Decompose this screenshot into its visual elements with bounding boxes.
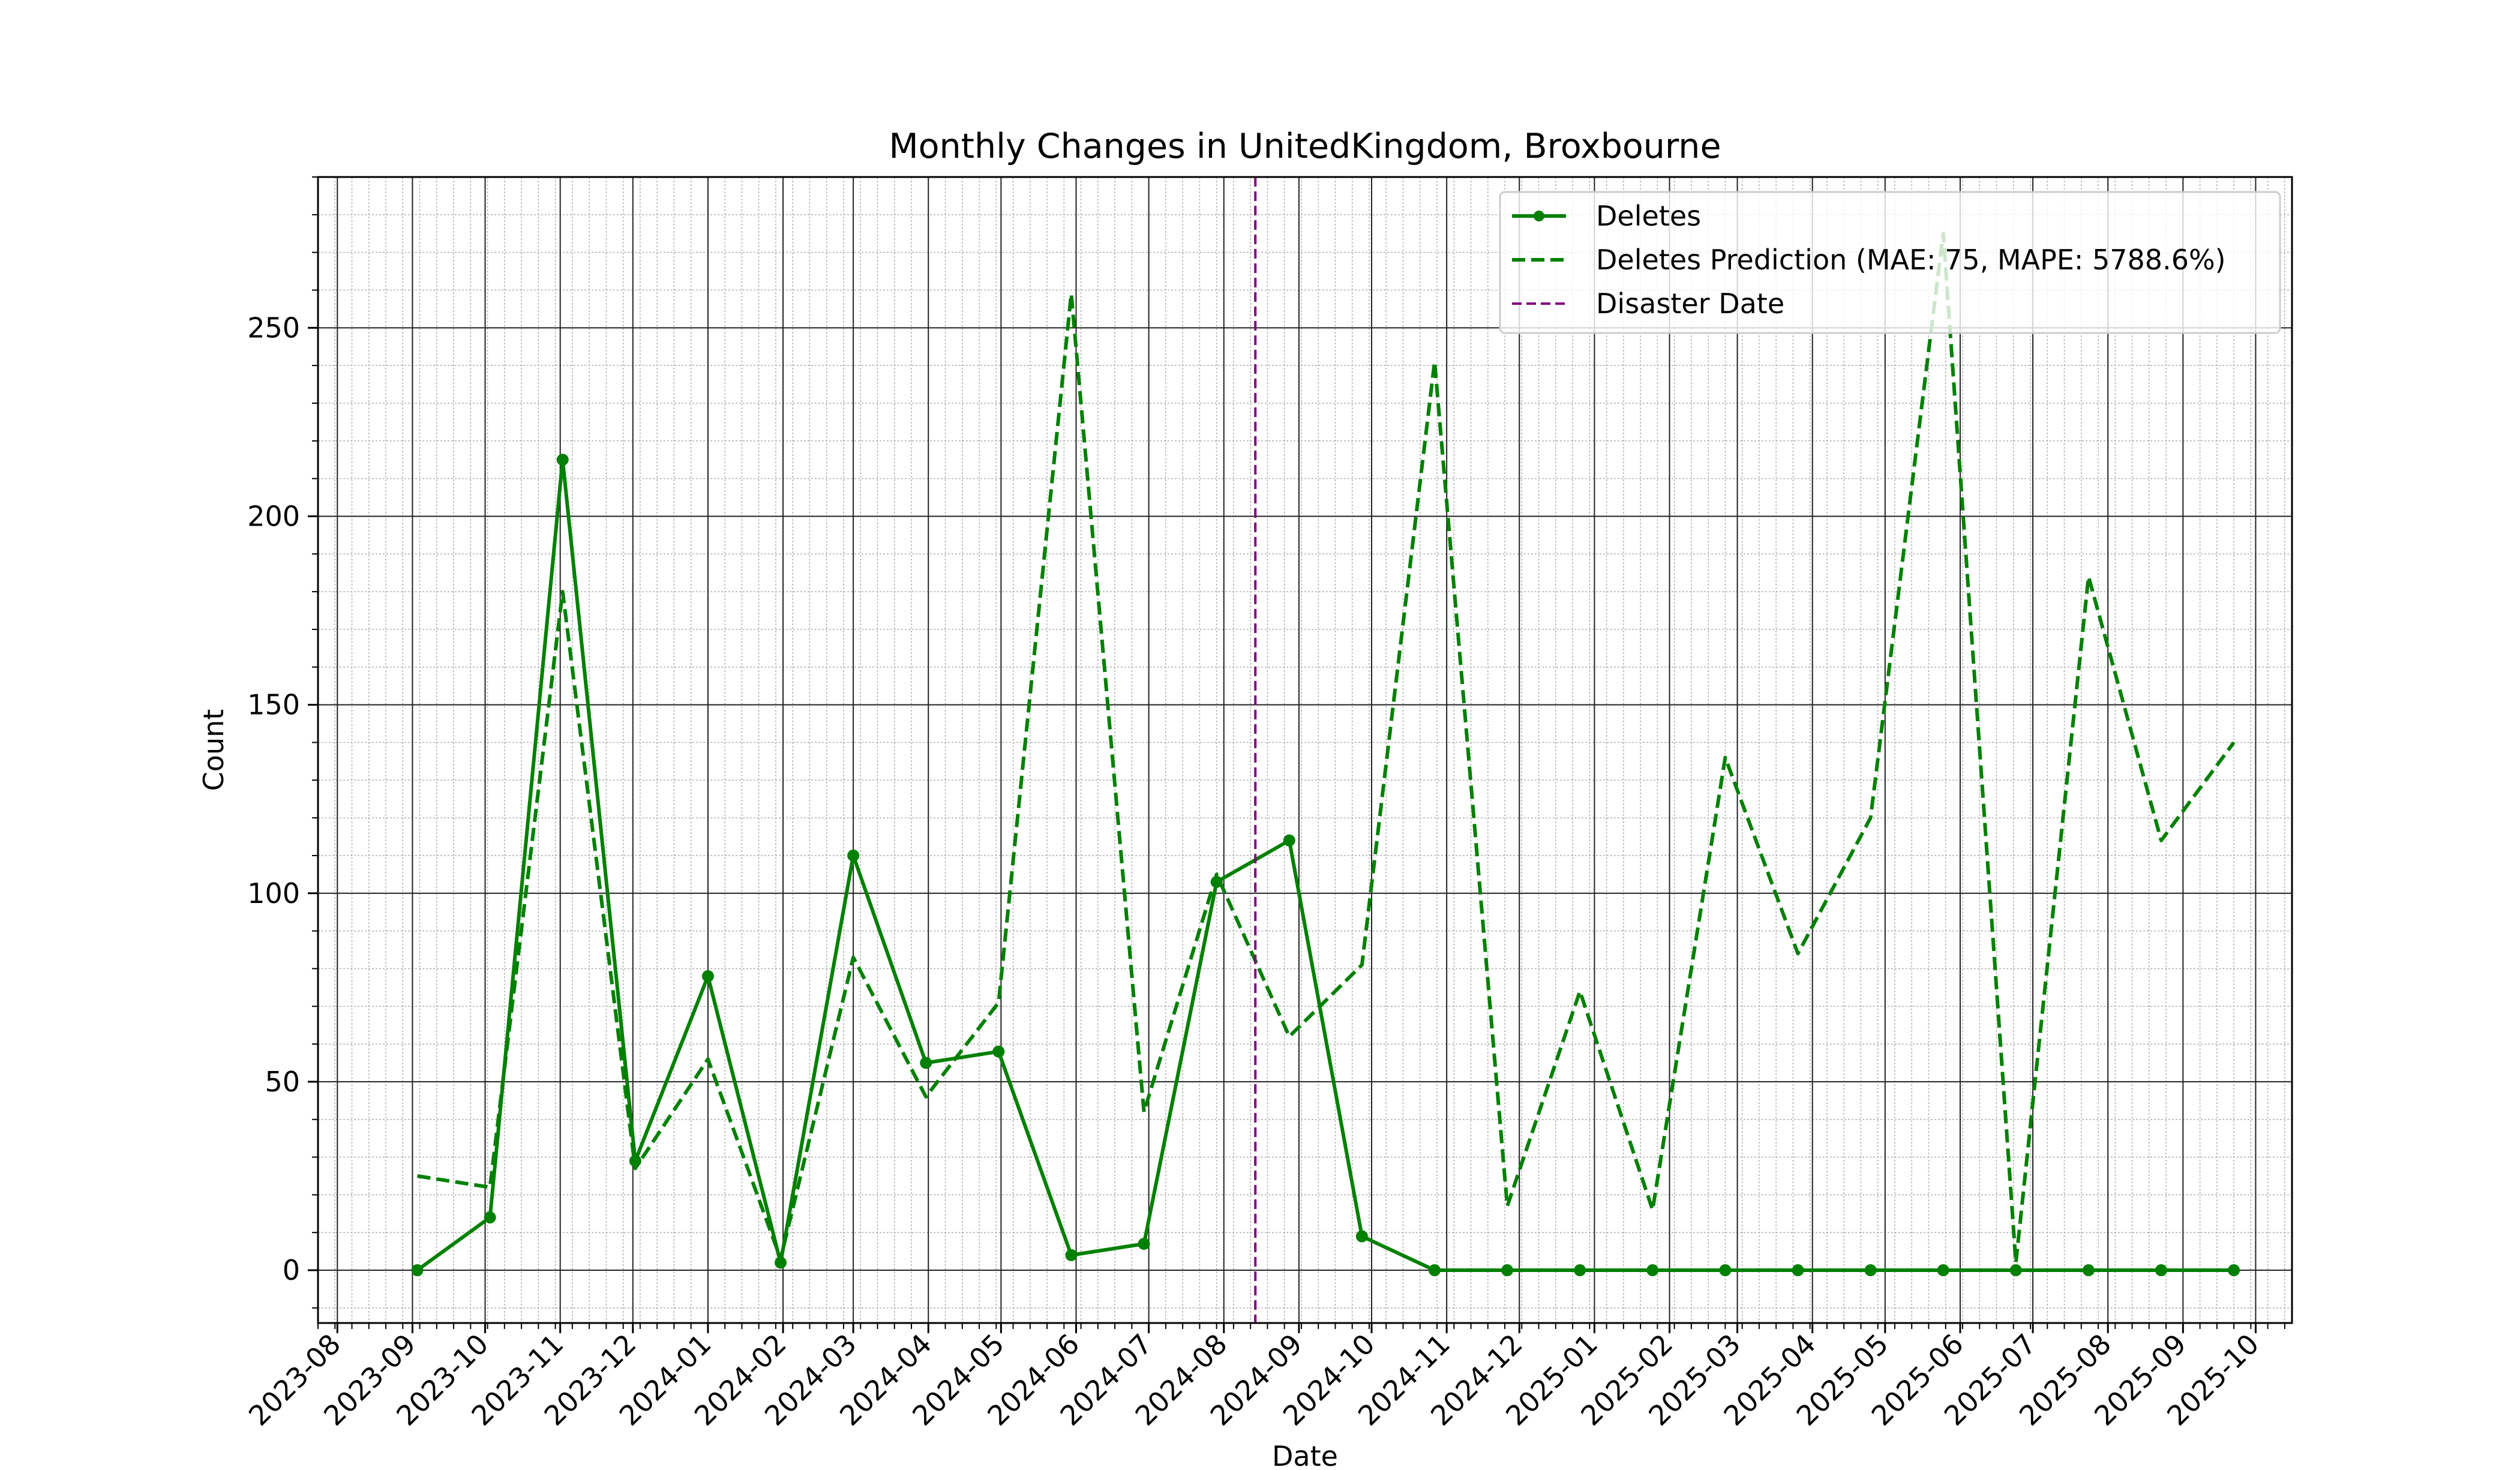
deletes-point — [1138, 1238, 1150, 1250]
deletes-point — [992, 1045, 1005, 1058]
legend-deletes-marker — [1534, 211, 1544, 221]
major-grid — [318, 177, 2292, 1323]
legend-disaster-label: Disaster Date — [1596, 287, 1784, 320]
deletes-point — [701, 970, 714, 982]
deletes-point — [2082, 1264, 2095, 1277]
deletes-point — [1501, 1264, 1514, 1277]
deletes-point — [2228, 1264, 2240, 1277]
legend-prediction-label: Deletes Prediction (MAE: 75, MAPE: 5788.… — [1596, 244, 2226, 276]
deletes-point — [1864, 1264, 1877, 1277]
y-axis-label: Count — [197, 709, 230, 791]
deletes-point — [1792, 1264, 1804, 1277]
deletes-point — [775, 1256, 787, 1269]
deletes-point — [411, 1264, 424, 1277]
x-axis-label: Date — [1272, 1440, 1338, 1470]
deletes-point — [1574, 1264, 1586, 1277]
minor-grid — [317, 176, 2292, 1323]
deletes-point — [556, 454, 569, 466]
deletes-point — [1065, 1249, 1078, 1261]
deletes-point — [1937, 1264, 1949, 1277]
plot-frame — [317, 176, 2293, 1324]
y-tick-label: 200 — [247, 500, 300, 532]
deletes-point — [1355, 1230, 1368, 1243]
deletes-point — [484, 1211, 496, 1224]
deletes-point — [1719, 1264, 1732, 1277]
y-tick-label: 100 — [247, 877, 300, 910]
y-tick-label: 0 — [283, 1254, 300, 1286]
y-tick-label: 250 — [247, 311, 300, 344]
deletes-point — [2009, 1264, 2022, 1277]
deletes-line — [416, 458, 2234, 1272]
y-axis: 0 50 100 150 200 250 — [247, 176, 318, 1309]
deletes-point — [1428, 1264, 1441, 1277]
y-tick-label: 150 — [247, 689, 300, 721]
legend-box — [1499, 191, 2281, 334]
legend: Deletes Deletes Prediction (MAE: 75, MAP… — [1499, 191, 2281, 334]
deletes-point — [1646, 1264, 1659, 1277]
legend-deletes-label: Deletes — [1596, 200, 1701, 232]
chart-title: Monthly Changes in UnitedKingdom, Broxbo… — [889, 127, 1721, 166]
deletes-point — [847, 849, 860, 862]
deletes-point — [2155, 1264, 2168, 1277]
deletes-point — [920, 1057, 932, 1069]
y-tick-label: 50 — [265, 1066, 300, 1098]
deletes-point — [1283, 834, 1295, 847]
